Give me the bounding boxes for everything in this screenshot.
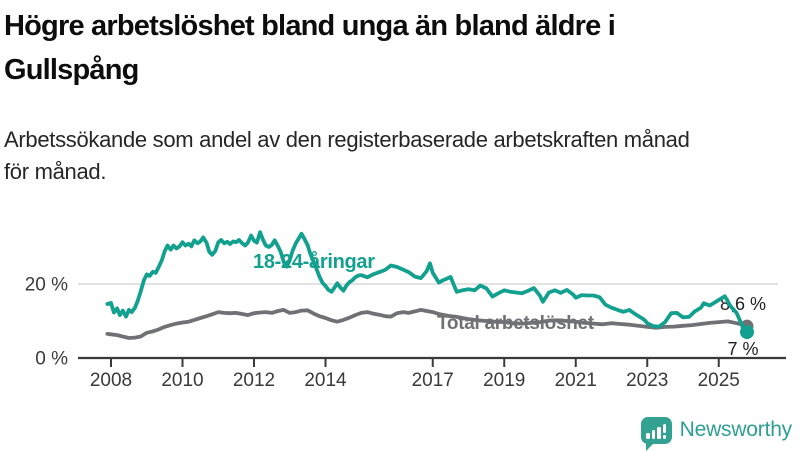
page-title: Högre arbetslöshet bland unga än bland ä… [4, 10, 616, 87]
page-subtitle: Arbetssökande som andel av den registerb… [4, 127, 690, 184]
logo-bar-medium [651, 429, 656, 439]
newsworthy-logo: Newsworthy [640, 413, 793, 451]
x-tick-label-2025: 2025 [698, 370, 740, 391]
series-label-total: Total arbetslöshet [437, 313, 595, 334]
x-tick-label-2023: 2023 [626, 370, 668, 391]
newsworthy-brand-name: Newsworthy [679, 418, 793, 441]
value-label-youth: 7 % [727, 339, 758, 359]
series-line-total [105, 308, 749, 340]
newsworthy-logo-icon [640, 416, 672, 451]
x-tick-label-2012: 2012 [233, 370, 275, 391]
series-end-dot-youth [739, 325, 754, 340]
x-tick-label-2010: 2010 [161, 370, 203, 391]
x-tick-label-2008: 2008 [90, 370, 132, 391]
series-label-youth: 18-24-åringar [253, 250, 375, 273]
logo-bar-small [646, 432, 650, 439]
x-tick-label-2014: 2014 [304, 370, 347, 391]
y-tick-label-0: 0 % [35, 349, 68, 370]
y-tick-label-20: 20 % [25, 275, 68, 296]
logo-bar-tall [657, 426, 661, 439]
logo-speech-tail [645, 442, 654, 451]
x-tick-label-2019: 2019 [483, 370, 525, 391]
x-tick-label-2017: 2017 [412, 370, 454, 391]
logo-exclamation [662, 424, 667, 439]
x-tick-label-2021: 2021 [555, 370, 597, 391]
series-line-youth [105, 230, 749, 334]
